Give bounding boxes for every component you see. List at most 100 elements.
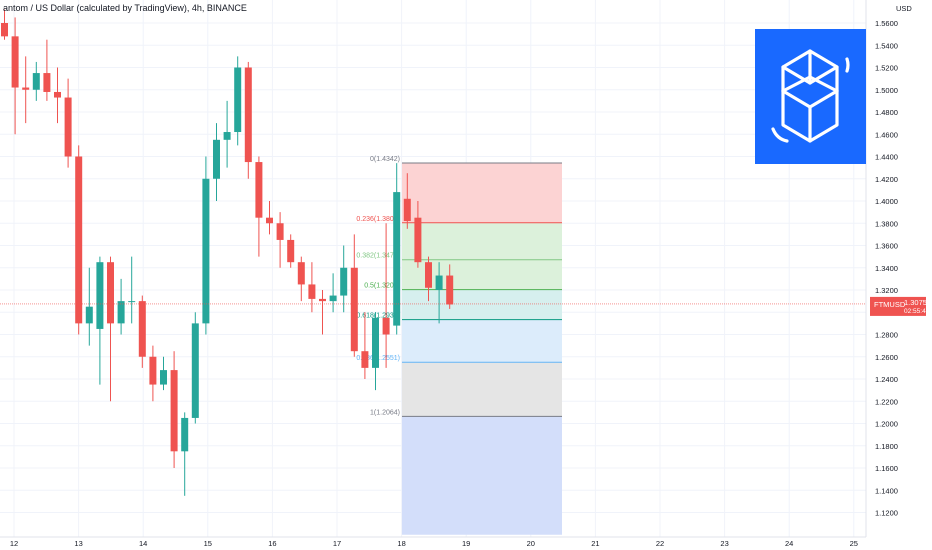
fib-zone: [402, 362, 562, 417]
time-tick-label: 18: [397, 539, 405, 548]
fib-zone: [402, 416, 562, 535]
fib-level-label: 0.5(1.3203): [364, 283, 400, 290]
price-tick-label: 1.5200: [875, 64, 898, 73]
candle: [329, 273, 337, 313]
candle: [117, 278, 125, 335]
candle: [85, 267, 93, 346]
candle-body: [160, 370, 167, 385]
candle-body: [244, 67, 252, 163]
candle: [160, 356, 167, 391]
price-tick-label: 1.3400: [875, 264, 898, 273]
candle-body: [117, 301, 125, 324]
time-tick-label: 19: [462, 539, 470, 548]
price-tick-label: 1.1600: [875, 464, 898, 473]
candle-body: [107, 262, 114, 324]
price-tick-label: 1.2400: [875, 375, 898, 384]
candle: [382, 223, 390, 368]
price-tick-label: 1.2200: [875, 397, 898, 406]
price-tick-label: 1.4800: [875, 108, 898, 117]
time-axis: 12 13 14 15 16 17 18 19 20 21 22 23 24 25: [0, 536, 932, 550]
candle-body: [64, 97, 72, 157]
price-tick-label: 1.3200: [875, 286, 898, 295]
candle: [255, 156, 263, 257]
candle-body: [393, 192, 401, 326]
price-tick-label: 1.2800: [875, 331, 898, 340]
price-tick-label: 1.3600: [875, 242, 898, 251]
time-axis-bg: [0, 537, 932, 550]
candle: [64, 78, 72, 168]
last-price-value: 1.3075: [904, 298, 927, 307]
candle: [297, 256, 305, 302]
price-axis-bg: [866, 0, 932, 550]
fib-zone: [402, 222, 562, 260]
candle: [170, 351, 178, 468]
candle-body: [1, 23, 8, 37]
price-tick-label: 1.1400: [875, 486, 898, 495]
candle: [372, 312, 379, 391]
candle: [340, 245, 348, 313]
candle: [213, 123, 220, 201]
candle: [22, 56, 30, 124]
candle: [107, 256, 114, 402]
fib-level-label: 0(1.4342): [370, 156, 400, 163]
candle: [446, 264, 454, 309]
price-axis-unit: USD: [896, 4, 912, 13]
price-tick-label: 1.1200: [875, 509, 898, 518]
candle-body: [350, 267, 358, 352]
candle-body: [85, 306, 93, 324]
price-tick-label: 1.2000: [875, 420, 898, 429]
last-price-tag: [870, 296, 926, 316]
candle: [223, 100, 231, 168]
price-tick-label: 1.2600: [875, 353, 898, 362]
candle-body: [435, 275, 443, 290]
candle-body: [128, 301, 136, 303]
candle: [287, 234, 295, 268]
price-tick-label: 1.4200: [875, 175, 898, 184]
candle: [54, 67, 61, 124]
candle: [361, 312, 369, 379]
candle: [308, 262, 316, 313]
candle: [244, 61, 252, 179]
candle-body: [54, 91, 61, 98]
time-tick-label: 12: [10, 539, 18, 548]
candle: [414, 201, 422, 268]
candle: [181, 412, 189, 496]
time-tick-label: 24: [785, 539, 793, 548]
candle: [11, 17, 19, 135]
candle: [96, 256, 104, 385]
price-axis: USD 1.5600 1.5400 1.5200 1.5000 1.4800 1.4600 1…: [865, 0, 932, 550]
candle: [350, 234, 358, 357]
candle-body: [446, 275, 454, 305]
candle-body: [149, 356, 157, 385]
fib-zone: [402, 162, 562, 223]
chart-title: antom / US Dollar (calculated by Trading…: [3, 3, 247, 13]
candle: [276, 212, 284, 268]
fib-level-label: 0.618(1.2934): [356, 313, 400, 320]
price-tick-label: 1.5000: [875, 86, 898, 95]
fantom-logo-icon: [755, 29, 866, 164]
candle-body: [329, 295, 337, 302]
candle: [43, 39, 51, 101]
candle: [191, 312, 199, 424]
fib-zone: [402, 289, 562, 320]
candle-body: [11, 36, 19, 88]
candle-body: [276, 223, 284, 240]
candle-body: [75, 156, 83, 324]
fib-level-label: 1(1.2064): [370, 409, 400, 416]
price-tick-label: 1.5600: [875, 19, 898, 28]
time-tick-label: 20: [527, 539, 535, 548]
time-tick-label: 25: [850, 539, 858, 548]
candle: [234, 56, 242, 146]
time-tick-label: 16: [268, 539, 276, 548]
fib-level-label: 0.236(1.3804): [356, 216, 400, 223]
candle: [202, 156, 210, 335]
candle-body: [22, 87, 30, 90]
candle-body: [382, 317, 390, 335]
candle-body: [181, 417, 189, 452]
price-tick-label: 1.5400: [875, 41, 898, 50]
candle-body: [170, 370, 178, 452]
time-tick-label: 14: [139, 539, 147, 548]
price-tick-label: 1.4600: [875, 130, 898, 139]
time-tick-label: 22: [656, 539, 664, 548]
